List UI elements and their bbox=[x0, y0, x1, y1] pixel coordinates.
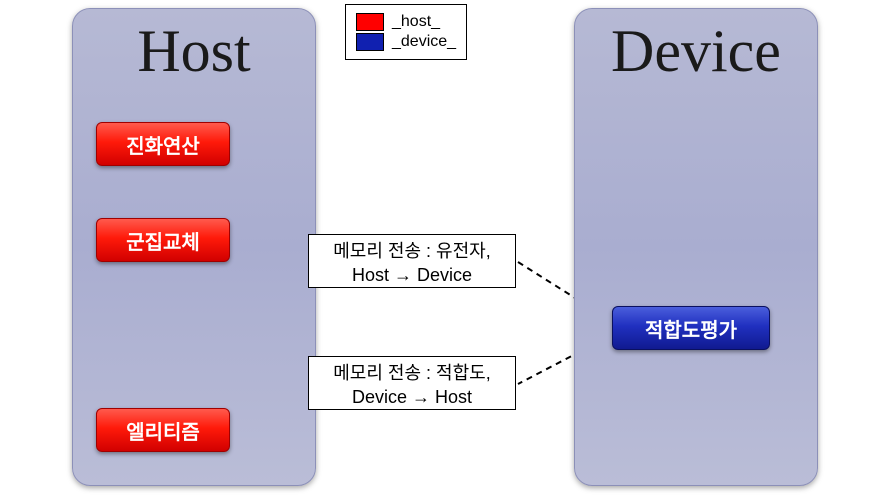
mem-h2d-line1: 메모리 전송 : 유전자, bbox=[317, 239, 507, 263]
node-evolution-label: 진화연산 bbox=[126, 130, 200, 159]
legend-swatch-device bbox=[356, 33, 384, 51]
node-elitism-label: 엘리티즘 bbox=[126, 416, 200, 445]
device-panel-title: Device bbox=[575, 9, 817, 86]
node-replace-label: 군집교체 bbox=[126, 226, 200, 255]
node-fitness: 적합도평가 bbox=[612, 306, 770, 350]
node-elitism: 엘리티즘 bbox=[96, 408, 230, 452]
legend-row-host: _host_ bbox=[356, 13, 456, 31]
legend-label-device: _device_ bbox=[392, 33, 456, 51]
legend-swatch-host bbox=[356, 13, 384, 31]
mem-h2d-line2: Host → Device bbox=[317, 263, 507, 287]
mem-label-device-to-host: 메모리 전송 : 적합도, Device → Host bbox=[308, 356, 516, 410]
legend-label-host: _host_ bbox=[392, 13, 440, 31]
legend-row-device: _device_ bbox=[356, 33, 456, 51]
mem-d2h-line1: 메모리 전송 : 적합도, bbox=[317, 361, 507, 385]
device-panel: Device bbox=[574, 8, 818, 486]
node-evolution: 진화연산 bbox=[96, 122, 230, 166]
node-fitness-label: 적합도평가 bbox=[645, 314, 737, 343]
legend: _host_ _device_ bbox=[345, 4, 467, 60]
mem-label-host-to-device: 메모리 전송 : 유전자, Host → Device bbox=[308, 234, 516, 288]
node-replace: 군집교체 bbox=[96, 218, 230, 262]
host-panel-title: Host bbox=[73, 9, 315, 86]
mem-d2h-line2: Device → Host bbox=[317, 385, 507, 409]
